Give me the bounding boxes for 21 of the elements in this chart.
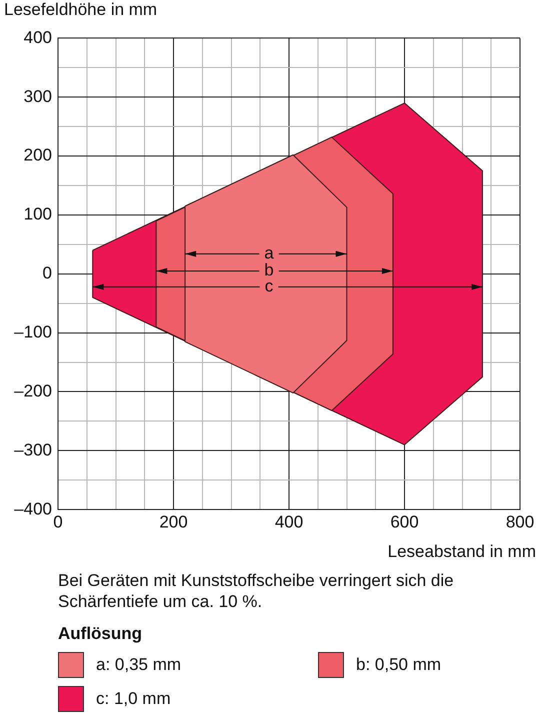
x-axis-title: Leseabstand in mm [386,542,537,562]
annotation: a [264,244,274,263]
y-tick-label: 300 [24,86,52,106]
y-tick-label: –400 [14,499,52,518]
legend-title: Auflösung [58,624,144,644]
text: Bei Geräten mit Kunststoffscheibe verringert sich die Schärfentiefe um ca. 10 %. [58,570,455,612]
x-tick-label: 200 [159,512,188,532]
legend-label: c: 1,0 mm [96,689,171,709]
y-tick-label: –300 [14,440,52,460]
y-tick-label: 200 [24,146,52,165]
x-tick-label: 800 [506,512,534,532]
y-tick-label: –200 [14,381,52,400]
y-tick-label: –100 [14,322,52,342]
legend-label: a: 0,35 mm [96,655,182,675]
x-tick-label: 600 [390,512,419,532]
x-tick-label: 400 [274,512,304,532]
y-tick-label: 0 [42,264,52,283]
y-tick-label: 100 [24,204,52,224]
y-tick-label: 400 [24,28,52,47]
y-axis-title: Lesefeldhöhe in mm [3,0,158,21]
legend-label: b: 0,50 mm [356,655,442,675]
